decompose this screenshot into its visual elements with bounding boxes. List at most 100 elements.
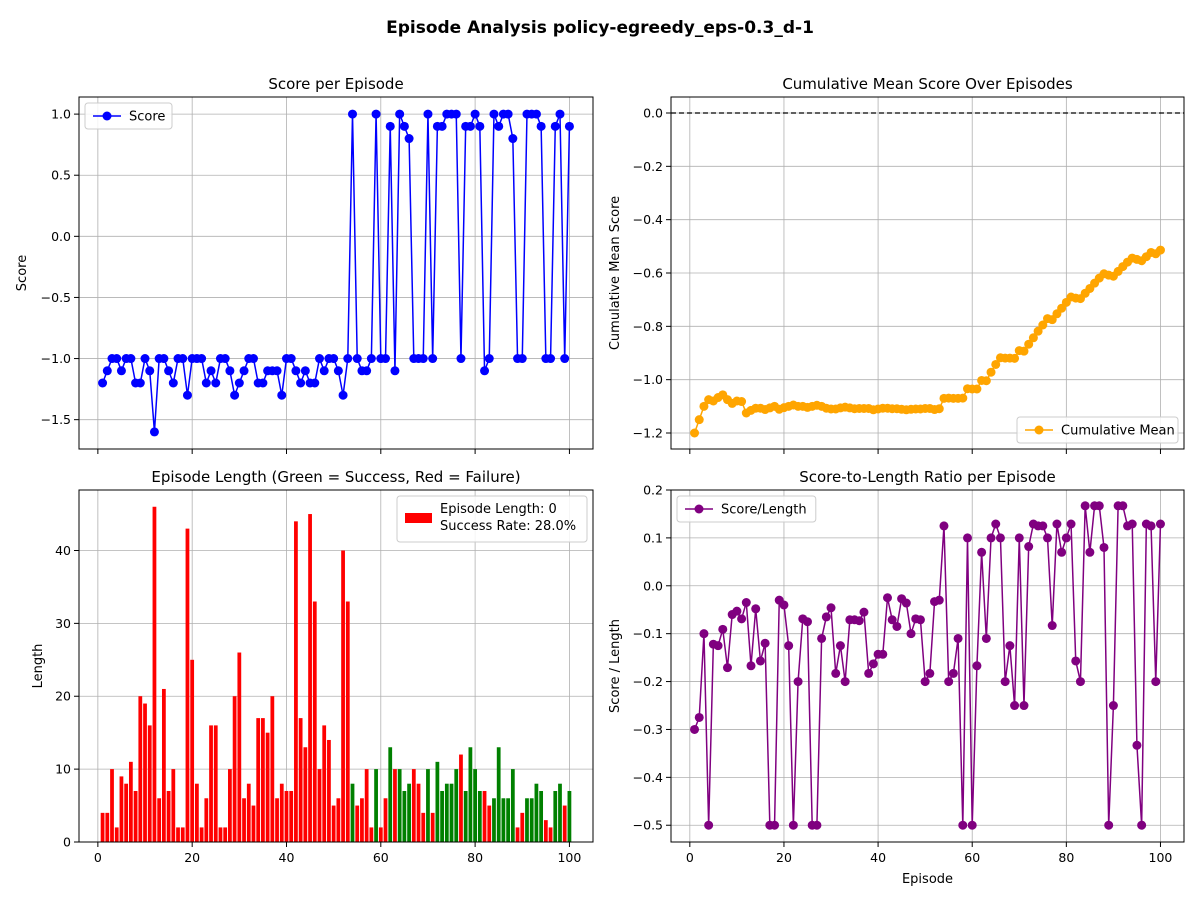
y-tick-label: 0.0	[51, 229, 71, 244]
point-episode-68	[1005, 641, 1015, 651]
point-episode-9	[135, 378, 145, 388]
point-episode-18	[178, 354, 188, 364]
point-episode-64	[986, 533, 996, 543]
bar-episode-77	[459, 754, 463, 842]
point-episode-80	[470, 109, 480, 119]
point-episode-62	[385, 121, 395, 131]
bar-episode-23	[204, 798, 209, 842]
y-tick-label: −0.2	[633, 159, 663, 174]
point-episode-62	[977, 547, 987, 557]
point-episode-79	[1057, 547, 1067, 557]
bar-episode-60	[378, 827, 383, 842]
point-episode-90	[1108, 701, 1118, 711]
point-episode-64	[395, 109, 405, 119]
bar-episode-8	[133, 790, 138, 842]
point-episode-61	[972, 661, 982, 671]
point-episode-25	[211, 378, 221, 388]
bar-episode-32	[246, 783, 251, 842]
point-episode-28	[817, 633, 827, 643]
point-episode-24	[206, 366, 216, 376]
point-episode-66	[995, 533, 1005, 543]
point-episode-55	[944, 677, 954, 687]
point-episode-58	[366, 354, 376, 364]
point-episode-81	[1066, 519, 1076, 529]
legend-label: Success Rate: 28.0%	[440, 519, 576, 534]
point-episode-81	[475, 121, 485, 131]
bar-episode-93	[534, 783, 539, 842]
x-tick-label: 60	[964, 850, 980, 865]
bar-episode-47	[317, 769, 322, 842]
point-episode-4	[704, 820, 714, 830]
x-tick-label: 60	[373, 850, 389, 865]
point-episode-23	[201, 378, 211, 388]
point-episode-84	[1080, 501, 1090, 511]
point-episode-94	[536, 121, 546, 131]
point-episode-2	[102, 366, 112, 376]
bar-episode-96	[548, 827, 553, 842]
bar-episode-80	[473, 769, 477, 842]
point-episode-28	[225, 366, 235, 376]
point-episode-89	[1104, 820, 1114, 830]
point-episode-77	[456, 354, 466, 364]
point-episode-94	[1127, 519, 1137, 529]
point-episode-69	[1010, 353, 1020, 363]
bar-episode-78	[463, 790, 468, 842]
point-episode-63	[390, 366, 400, 376]
bar-episode-27	[223, 827, 228, 842]
point-episode-47	[314, 354, 324, 364]
point-episode-57	[953, 633, 963, 643]
point-episode-16	[168, 378, 178, 388]
figure-title: Episode Analysis policy-egreedy_eps-0.3_…	[386, 18, 814, 38]
bar-episode-20	[190, 659, 195, 842]
point-episode-85	[1085, 547, 1095, 557]
y-tick-label: 0	[63, 835, 71, 850]
bar-episode-67	[411, 769, 416, 842]
bar-episode-90	[520, 812, 525, 842]
ratio-axes-frame	[670, 489, 1185, 843]
bar-episode-58	[369, 827, 374, 842]
bar-episode-15	[166, 790, 171, 842]
y-tick-label: −0.5	[633, 818, 663, 833]
point-episode-83	[484, 354, 494, 364]
bar-episode-43	[298, 718, 303, 842]
point-episode-44	[300, 366, 310, 376]
bar-episode-69	[421, 812, 426, 842]
bar-episode-76	[454, 769, 459, 842]
bar-episode-48	[322, 725, 327, 842]
y-tick-label: −0.6	[633, 266, 663, 281]
bar-episode-84	[492, 798, 496, 842]
bar-episode-75	[449, 783, 454, 842]
ratio-title: Score-to-Length Ratio per Episode	[799, 468, 1056, 486]
bar-episode-46	[312, 601, 317, 842]
point-episode-90	[517, 354, 527, 364]
point-episode-2	[694, 415, 704, 425]
bar-episode-51	[336, 798, 341, 842]
point-episode-44	[892, 621, 902, 631]
point-episode-10	[140, 354, 150, 364]
point-episode-82	[480, 366, 490, 376]
point-episode-46	[310, 378, 320, 388]
point-episode-16	[760, 638, 770, 648]
point-episode-8	[722, 663, 732, 673]
length-title: Episode Length (Green = Success, Red = F…	[151, 468, 520, 486]
point-episode-11	[737, 614, 747, 624]
point-episode-41	[878, 649, 888, 659]
bar-episode-86	[501, 798, 506, 842]
bar-episode-14	[161, 688, 166, 842]
point-episode-7	[718, 624, 728, 634]
point-episode-39	[868, 659, 878, 669]
bar-episode-71	[430, 812, 435, 842]
score-legend: Score	[84, 102, 173, 130]
point-episode-30	[234, 378, 244, 388]
point-episode-88	[508, 134, 518, 144]
point-episode-76	[1043, 533, 1053, 543]
bar-episode-74	[444, 783, 449, 842]
point-episode-70	[423, 109, 433, 119]
bar-episode-19	[185, 528, 190, 842]
point-episode-65	[991, 359, 1001, 369]
point-episode-3	[699, 401, 709, 411]
bar-episode-49	[327, 739, 331, 842]
point-episode-38	[272, 366, 282, 376]
bar-episode-98	[558, 783, 562, 842]
cumulative-markers	[690, 245, 1165, 438]
